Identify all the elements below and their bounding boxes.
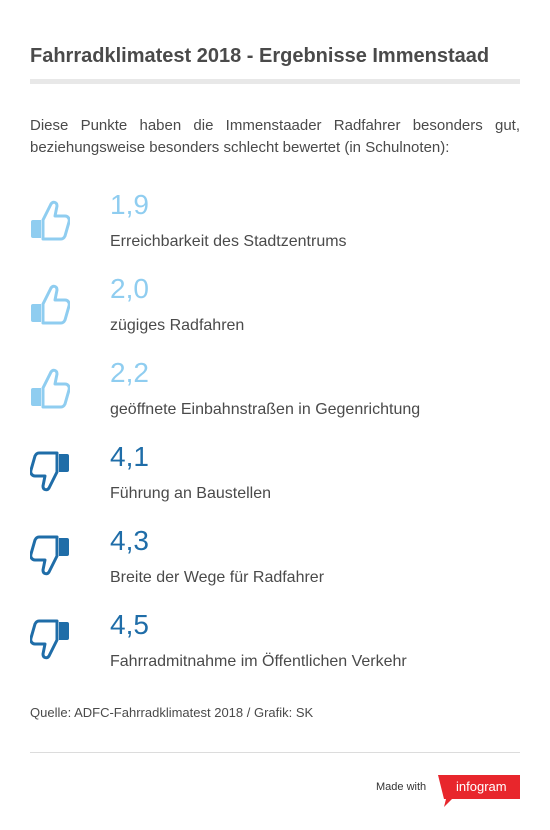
thumbs-down-icon <box>29 450 70 494</box>
grade-value: 4,1 <box>110 441 149 472</box>
thumbs-down-icon <box>29 618 70 662</box>
rating-item-good: 2,2 geöffnete Einbahnstraßen in Gegenric… <box>30 356 520 426</box>
brand-name: infogram <box>456 779 507 794</box>
infogram-flag-icon <box>438 775 520 807</box>
title-divider <box>30 79 520 84</box>
rating-label: Führung an Baustellen <box>110 485 271 502</box>
rating-label: zügiges Radfahren <box>110 317 245 334</box>
made-with-label: Made with <box>376 781 427 793</box>
rating-item-bad: 4,1 Führung an Baustellen <box>29 440 520 510</box>
grade-value: 2,0 <box>110 273 149 304</box>
rating-label: Fahrradmitnahme im Öffentlichen Verkehr <box>110 653 407 670</box>
rating-label: geöffnete Einbahnstraßen in Gegenrichtun… <box>110 401 421 418</box>
thumbs-up-icon <box>30 366 71 410</box>
rating-label: Breite der Wege für Radfahrer <box>110 569 325 586</box>
grade-value: 1,9 <box>110 189 149 220</box>
rating-item-good: 1,9 Erreichbarkeit des Stadtzentrums <box>30 188 520 258</box>
thumbs-down-icon <box>29 534 70 578</box>
source-note: Quelle: ADFC-Fahrradklimatest 2018 / Gra… <box>30 705 314 720</box>
thumbs-up-icon <box>30 282 71 326</box>
page-title: Fahrradklimatest 2018 - Ergebnisse Immen… <box>30 45 490 67</box>
grade-value: 4,5 <box>110 609 149 640</box>
grade-value: 2,2 <box>110 357 149 388</box>
rating-label: Erreichbarkeit des Stadtzentrums <box>110 233 347 250</box>
rating-item-bad: 4,3 Breite der Wege für Radfahrer <box>29 524 520 594</box>
intro-text: Diese Punkte haben die Immenstaader Radf… <box>30 117 520 156</box>
grade-value: 4,3 <box>110 525 149 556</box>
infogram-logo-link[interactable]: infogram <box>438 775 520 807</box>
thumbs-up-icon <box>30 198 71 242</box>
footer-divider <box>30 752 520 753</box>
rating-item-bad: 4,5 Fahrradmitnahme im Öffentlichen Verk… <box>29 608 520 678</box>
rating-item-good: 2,0 zügiges Radfahren <box>30 272 520 342</box>
